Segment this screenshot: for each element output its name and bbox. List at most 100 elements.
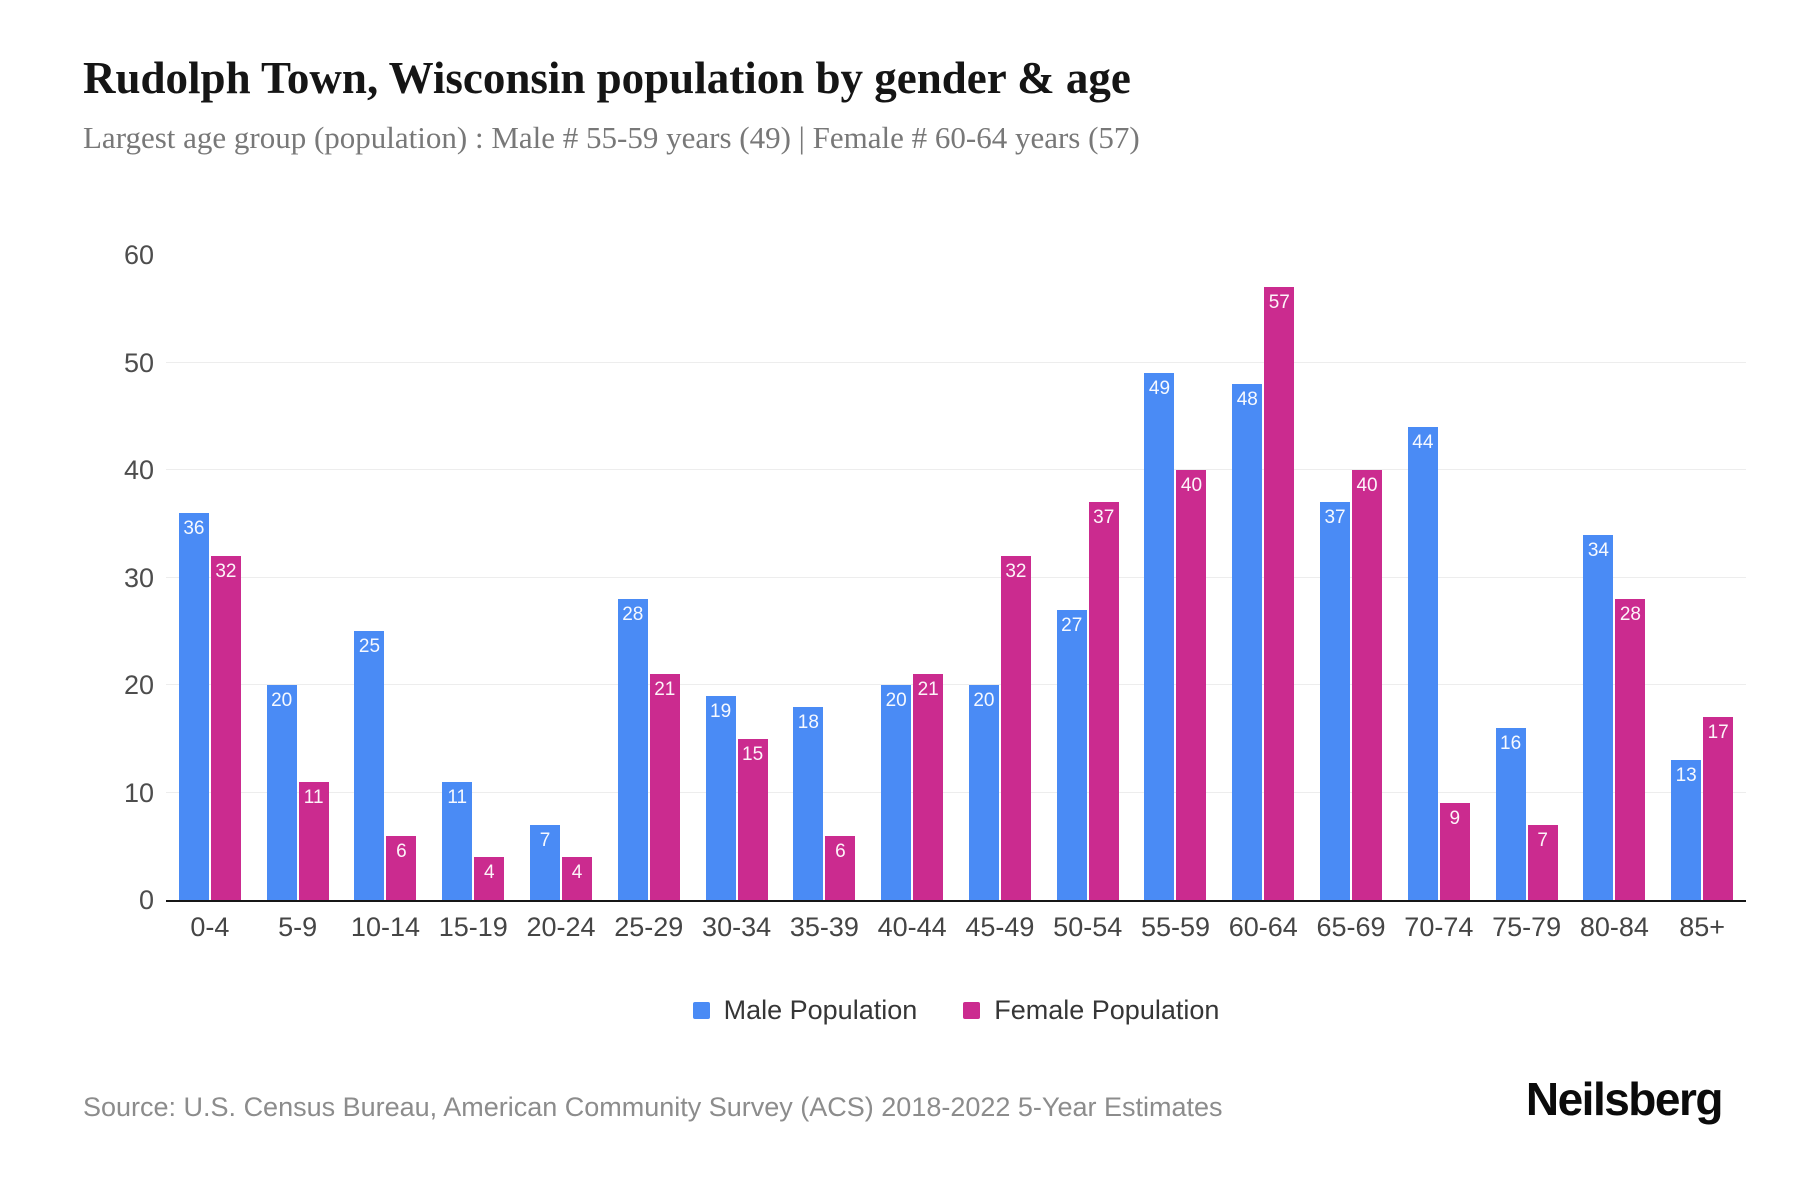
bar-male-10-14[interactable]: 25 (354, 631, 385, 900)
y-tick-label: 50 (123, 347, 154, 378)
x-axis-baseline (166, 900, 1746, 902)
bar-value-label: 11 (303, 786, 324, 808)
bar-female-75-79[interactable]: 7 (1527, 824, 1558, 900)
legend-swatch-icon (963, 1002, 981, 1019)
bar-male-5-9[interactable]: 20 (266, 685, 297, 900)
bar-group-15-19: 11 4 (429, 781, 517, 900)
bar-male-30-34[interactable]: 19 (705, 695, 736, 900)
bar-value-label: 20 (973, 690, 995, 711)
bar-male-50-54[interactable]: 27 (1056, 609, 1087, 900)
bar-female-55-59[interactable]: 40 (1176, 470, 1207, 900)
bar-value-label: 19 (710, 700, 732, 722)
bar-value-label: 28 (1619, 604, 1641, 625)
bar-group-40-44: 20 21 (868, 674, 956, 900)
bar-male-55-59[interactable]: 49 (1144, 373, 1175, 900)
bar-value-label: 25 (358, 636, 381, 658)
bar-female-5-9[interactable]: 11 (298, 781, 329, 900)
bar-group-85+: 13 17 (1658, 717, 1746, 900)
bar-value-label: 7 (539, 829, 551, 851)
bar-group-35-39: 18 6 (780, 706, 868, 900)
bar-value-label: 4 (571, 862, 583, 883)
x-tick-label-75-79: 75-79 (1492, 912, 1562, 942)
y-tick-label: 40 (123, 455, 154, 485)
bar-value-label: 40 (1180, 475, 1203, 496)
bar-female-35-39[interactable]: 6 (825, 835, 856, 900)
bar-value-label: 20 (271, 690, 293, 711)
bar-group-80-84: 34 28 (1571, 534, 1659, 900)
bar-female-0-4[interactable]: 32 (210, 556, 241, 900)
bar-female-70-74[interactable]: 9 (1439, 803, 1470, 900)
bar-female-85+[interactable]: 17 (1703, 717, 1734, 900)
bar-female-30-34[interactable]: 15 (737, 738, 768, 900)
bar-value-label: 27 (1061, 614, 1083, 636)
bar-value-label: 20 (885, 690, 907, 711)
bar-male-65-69[interactable]: 37 (1320, 502, 1351, 900)
bar-group-25-29: 28 21 (605, 599, 693, 900)
bar-value-label: 48 (1236, 389, 1258, 410)
bar-male-15-19[interactable]: 11 (442, 781, 473, 900)
bar-value-label: 18 (797, 711, 819, 733)
x-tick-label-30-34: 30-34 (702, 912, 772, 942)
x-tick-label-45-49: 45-49 (965, 912, 1035, 942)
bar-group-0-4: 36 32 (166, 513, 254, 900)
bar-male-70-74[interactable]: 44 (1407, 427, 1438, 900)
legend-label: Male Population (723, 995, 918, 1025)
bar-value-label: 44 (1412, 432, 1434, 453)
bar-value-label: 32 (1005, 561, 1027, 582)
bar-female-65-69[interactable]: 40 (1352, 470, 1383, 900)
bar-female-50-54[interactable]: 37 (1088, 502, 1119, 900)
bar-male-85+[interactable]: 13 (1671, 760, 1702, 900)
bar-value-label: 13 (1675, 765, 1697, 787)
bar-value-label: 6 (835, 840, 846, 862)
bar-group-10-14: 25 6 (342, 631, 430, 900)
bar-value-label: 7 (1537, 829, 1548, 851)
bar-male-80-84[interactable]: 34 (1583, 534, 1614, 900)
bar-group-45-49: 20 32 (956, 556, 1044, 900)
bar-male-40-44[interactable]: 20 (881, 685, 912, 900)
bar-male-35-39[interactable]: 18 (793, 706, 824, 900)
y-tick-label: 10 (123, 777, 154, 808)
page-subtitle: Largest age group (population) : Male # … (83, 120, 1140, 155)
gridline (166, 576, 1746, 578)
x-tick-label-5-9: 5-9 (278, 912, 318, 942)
bar-value-label: 21 (654, 679, 676, 701)
bar-group-5-9: 20 11 (254, 685, 342, 900)
x-tick-label-10-14: 10-14 (350, 912, 420, 942)
bar-value-label: 4 (483, 862, 495, 883)
legend-swatch-icon (692, 1002, 710, 1019)
bar-value-label: 40 (1356, 475, 1378, 496)
page-title: Rudolph Town, Wisconsin population by ge… (83, 53, 1131, 103)
bar-female-15-19[interactable]: 4 (474, 857, 505, 900)
legend-item-female[interactable]: Female Population (963, 995, 1219, 1026)
bar-female-60-64[interactable]: 57 (1264, 287, 1295, 900)
bar-group-70-74: 44 9 (1395, 427, 1483, 900)
bar-group-65-69: 37 40 (1307, 470, 1395, 900)
bar-value-label: 21 (917, 679, 939, 701)
bar-female-10-14[interactable]: 6 (386, 835, 417, 900)
bar-female-25-29[interactable]: 21 (649, 674, 680, 900)
y-tick-label: 0 (138, 885, 154, 915)
bar-female-45-49[interactable]: 32 (1000, 556, 1031, 900)
bar-male-45-49[interactable]: 20 (968, 685, 999, 900)
legend-item-male[interactable]: Male Population (692, 995, 918, 1026)
bar-male-20-24[interactable]: 7 (530, 824, 561, 900)
bar-male-0-4[interactable]: 36 (178, 513, 209, 900)
x-tick-label-0-4: 0-4 (190, 912, 230, 942)
plot-area: 36 32 20 11 25 6 11 4 7 4 28 21 19 15 18 6 20 21 20 32 27 37 4… (166, 255, 1746, 902)
bar-female-80-84[interactable]: 28 (1615, 599, 1646, 900)
bar-male-75-79[interactable]: 16 (1495, 728, 1526, 900)
x-tick-label-50-54: 50-54 (1053, 912, 1123, 942)
bar-group-55-59: 49 40 (1132, 373, 1220, 900)
bar-male-60-64[interactable]: 48 (1232, 384, 1263, 900)
gridline (166, 684, 1746, 685)
bar-group-50-54: 27 37 (1044, 502, 1132, 900)
bar-female-40-44[interactable]: 21 (913, 674, 944, 900)
bar-group-75-79: 16 7 (1483, 728, 1571, 900)
x-tick-label-85+: 85+ (1679, 912, 1726, 942)
bar-female-20-24[interactable]: 4 (562, 857, 593, 900)
gridline (166, 791, 1746, 793)
gridline (166, 361, 1746, 363)
bar-group-30-34: 19 15 (693, 695, 781, 900)
bar-male-25-29[interactable]: 28 (617, 599, 648, 900)
